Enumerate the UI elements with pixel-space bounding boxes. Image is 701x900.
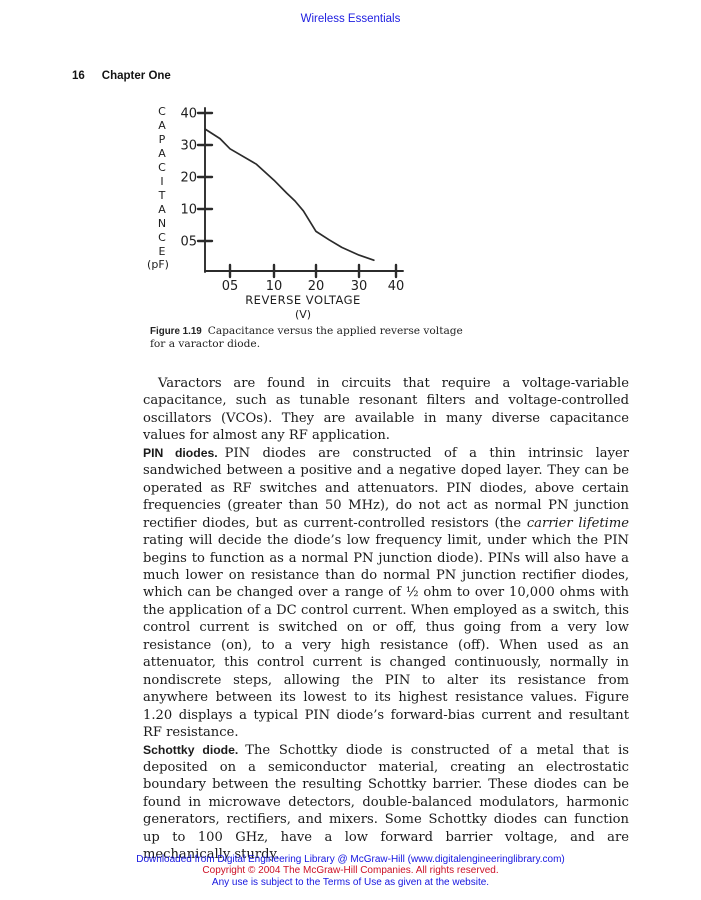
chapter-title: Chapter One [101, 70, 171, 82]
y-axis-letter: T [158, 189, 166, 202]
y-tick-label: 20 [180, 171, 197, 186]
paragraph-schottky-diode: Schottky diode. The Schottky diode is con… [143, 742, 629, 864]
footer: Downloaded from Digital Engineering Libr… [0, 854, 701, 888]
y-axis-unit: (pF) [147, 258, 169, 271]
y-axis-letter: C [158, 231, 166, 244]
y-axis-letter: P [159, 133, 166, 146]
body-text: Varactors are found in circuits that req… [143, 375, 629, 864]
footer-terms-line: Any use is subject to the Terms of Use a… [211, 876, 490, 888]
paragraph-pin-diodes: PIN diodes. PIN diodes are constructed of… [143, 445, 629, 742]
y-axis-letter: A [158, 147, 166, 160]
running-head: Wireless Essentials [300, 13, 401, 25]
page-number: 16 [72, 70, 85, 82]
x-tick-label: 20 [308, 279, 325, 294]
y-tick-label: 30 [180, 139, 197, 154]
x-axis-unit: (V) [295, 308, 311, 321]
pin-diodes-text-2: rating will decide the diode’s low frequ… [143, 533, 629, 741]
y-axis-letter: A [158, 119, 166, 132]
y-tick-label: 10 [180, 203, 197, 218]
x-tick-label: 40 [388, 279, 405, 294]
schottky-diode-heading: Schottky diode. [143, 742, 239, 757]
x-tick-label: 30 [351, 279, 368, 294]
pin-diodes-italic-term: carrier lifetime [526, 515, 629, 531]
x-axis-label: REVERSE VOLTAGE [245, 293, 361, 307]
y-axis-letter: C [158, 105, 166, 118]
x-tick-label: 10 [266, 279, 283, 294]
footer-copyright-line: Copyright © 2004 The McGraw-Hill Compani… [202, 865, 499, 877]
x-tick-label: 05 [222, 279, 239, 294]
figure-caption-text: Capacitance versus the applied reverse v… [150, 325, 463, 351]
y-tick-label: 40 [180, 107, 197, 122]
figure-caption: Figure 1.19 Capacitance versus the applie… [150, 325, 464, 350]
pin-diodes-text-1: PIN diodes are constructed of a thin int… [143, 445, 629, 531]
y-axis-letter: A [158, 203, 166, 216]
footer-downloaded-line: Downloaded from Digital Engineering Libr… [136, 854, 565, 865]
y-tick-label: 05 [180, 235, 197, 250]
figure-caption-label: Figure 1.19 [150, 326, 202, 337]
y-axis-letter: E [159, 245, 166, 258]
y-axis-letter: I [160, 175, 163, 188]
capacitance-curve [204, 128, 375, 262]
schottky-diode-text: The Schottky diode is constructed of a m… [143, 742, 629, 863]
y-axis-letter: C [158, 161, 166, 174]
pin-diodes-heading: PIN diodes. [143, 445, 218, 460]
paragraph-varactors: Varactors are found in circuits that req… [143, 376, 629, 444]
chapter-header: 16 Chapter One [72, 70, 171, 82]
y-axis-letter: N [158, 217, 166, 230]
